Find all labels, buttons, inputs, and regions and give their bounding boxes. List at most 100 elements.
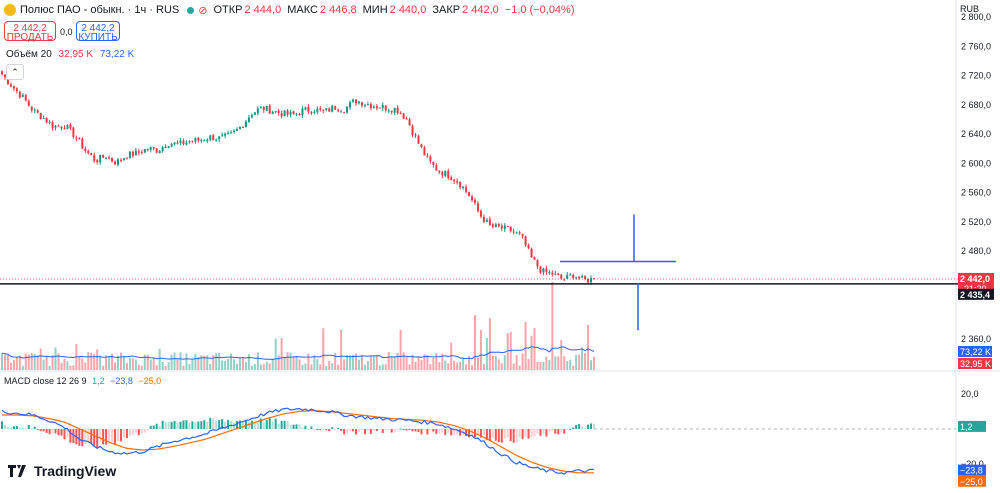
candle-body [551, 272, 554, 275]
currency-label[interactable]: RUB [960, 4, 980, 14]
macd-hist-bar [87, 429, 90, 444]
candle-body [203, 140, 206, 142]
buy-button[interactable]: 2 442,2 КУПИТЬ [76, 21, 120, 43]
volume-bar [384, 364, 387, 370]
price-tick-label: 2 800,0 [961, 12, 991, 22]
macd-hist-bar [533, 429, 536, 437]
candle-body [453, 179, 456, 182]
macd-hist-bar [173, 421, 176, 429]
macd-hist-bar [536, 429, 539, 434]
candle-body [372, 106, 375, 108]
volume-bar [301, 364, 304, 370]
market-open-dot-icon [187, 6, 195, 14]
volume-bar [15, 357, 18, 370]
candle-body [488, 219, 491, 225]
candle-body [450, 177, 453, 181]
volume-bar [396, 353, 399, 370]
candle-body [506, 226, 509, 228]
macd-hist-bar [227, 420, 230, 429]
macd-hist-bar [27, 424, 30, 429]
volume-bar [265, 361, 268, 370]
volume-bar [349, 355, 352, 370]
volume-bar [590, 360, 593, 370]
candle-body [176, 142, 179, 144]
volume-bar [241, 357, 244, 370]
volume-value-1: 32,95 K [58, 49, 94, 60]
volume-bar [554, 356, 557, 370]
candle-body [114, 161, 117, 165]
volume-bar [479, 330, 482, 370]
exchange-flag-icon: ⊘ [198, 4, 208, 17]
candle-body [331, 105, 334, 112]
buy-price: 2 442,2 [81, 23, 115, 34]
volume-ma-line [1, 346, 595, 361]
candle-body [99, 154, 102, 163]
macd-hist-bar [405, 429, 408, 431]
macd-hist-bar [200, 421, 203, 429]
candle-body [456, 181, 459, 183]
macd-hist-bar [158, 425, 161, 429]
macd-hist-bar [209, 417, 212, 429]
macd-axis-label: −23,8 [960, 466, 983, 476]
volume-bar [465, 364, 468, 370]
macd-hist-bar [191, 421, 194, 429]
macd-hist-bar [393, 429, 396, 433]
tradingview-logo[interactable]: TradingView [8, 463, 116, 479]
candle-body [479, 210, 482, 217]
candle-body [283, 110, 286, 117]
candle-body [137, 151, 140, 153]
collapse-chevron-icon[interactable]: ⌃ [6, 64, 24, 80]
volume-bar [262, 364, 265, 370]
high-value: 2 446,8 [319, 4, 357, 16]
candle-body [322, 109, 325, 111]
candle-body [6, 77, 9, 85]
volume-bar [42, 359, 45, 370]
candle-body [66, 125, 69, 129]
volume-bar [33, 353, 36, 370]
candle-body [268, 105, 271, 114]
macd-hist-bar [384, 429, 387, 431]
macd-hist-bar [149, 425, 152, 429]
macd-hist-bar [176, 422, 179, 429]
macd-signal-line [2, 410, 594, 474]
macd-tick-label: −20,0 [961, 459, 984, 469]
candle-body [185, 142, 188, 145]
macd-hist-bar [399, 428, 402, 430]
volume-bar [369, 355, 372, 370]
candle-body [554, 273, 557, 275]
volume-bar [360, 355, 363, 370]
candle-body [352, 99, 355, 102]
macd-hist-bar [268, 418, 271, 429]
volume-bar [548, 359, 551, 370]
candle-body [474, 199, 477, 203]
candle-body [253, 112, 256, 115]
volume-legend[interactable]: Объём 20 32,95 K 73,22 K [6, 49, 134, 60]
macd-hist-bar [18, 427, 21, 429]
macd-hist-bar [417, 429, 420, 433]
macd-hist-bar [334, 428, 337, 430]
macd-hist-bar [590, 423, 593, 429]
line-price-badge [958, 288, 994, 300]
sell-button[interactable]: 2 442,2 ПРОДАТЬ [4, 21, 56, 43]
macd-hist-bar [24, 428, 27, 430]
symbol-title[interactable]: Полюс ПАО - обыкн. · 1ч · RUS [20, 4, 180, 16]
macd-hist-bar [479, 429, 482, 438]
volume-bar [233, 359, 236, 370]
macd-legend[interactable]: MACD close 12 26 9 1,2 −23,8 −25,0 [4, 376, 161, 386]
candle-body [286, 110, 289, 115]
macd-hist-bar [530, 429, 533, 438]
volume-bar [521, 353, 524, 370]
price-tick-label: 2 520,0 [961, 217, 991, 227]
volume-bar [146, 354, 149, 370]
volume-bar [194, 353, 197, 370]
candle-body [1, 71, 3, 75]
volume-bar [197, 357, 200, 370]
candle-body [259, 106, 262, 109]
volume-bar [319, 364, 322, 370]
candle-body [191, 140, 194, 142]
candle-body [218, 136, 221, 140]
volume-bar [402, 352, 405, 370]
candle-body [158, 150, 161, 154]
